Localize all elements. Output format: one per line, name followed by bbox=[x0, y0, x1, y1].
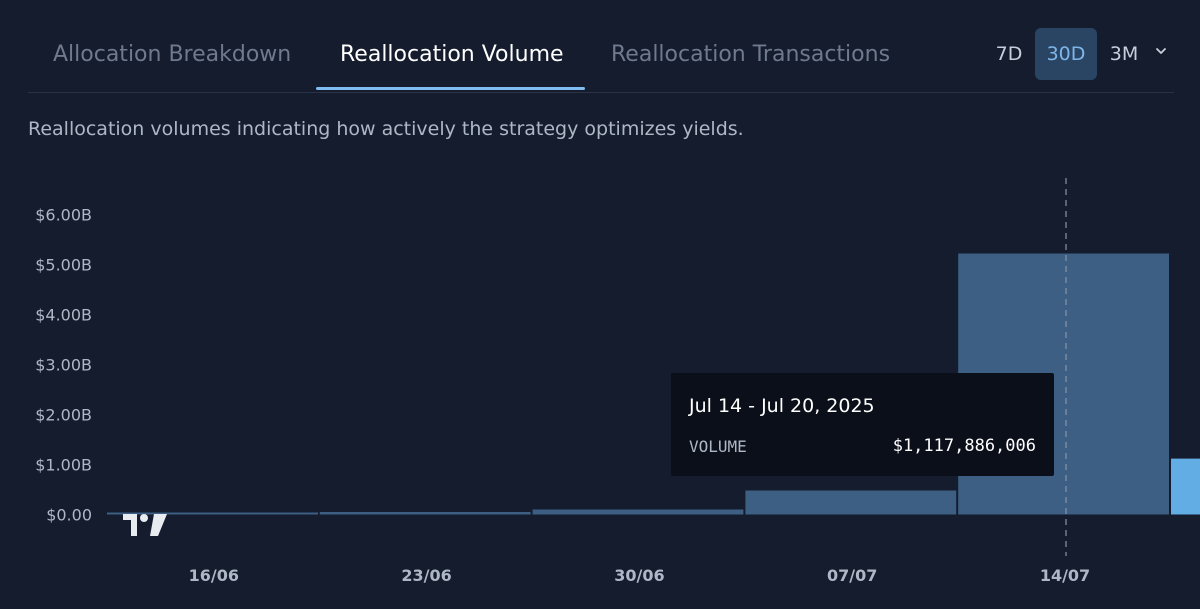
tooltip-volume-value: $1,117,886,006 bbox=[892, 436, 1036, 456]
tab-bar: Allocation Breakdown Reallocation Volume… bbox=[28, 28, 1174, 93]
y-tick-label: $3.00B bbox=[35, 356, 92, 375]
x-tick-label: 16/06 bbox=[189, 566, 239, 585]
y-tick-label: $5.00B bbox=[35, 256, 92, 275]
y-tick-label: $0.00 bbox=[46, 506, 92, 525]
tooltip-volume-label: VOLUME bbox=[689, 437, 747, 456]
tooltip-date-range: Jul 14 - Jul 20, 2025 bbox=[689, 395, 875, 417]
chart-tooltip: Jul 14 - Jul 20, 2025 VOLUME $1,117,886,… bbox=[671, 373, 1054, 476]
tradingview-logo bbox=[123, 514, 167, 536]
chart-description: Reallocation volumes indicating how acti… bbox=[28, 118, 744, 140]
y-tick-label: $2.00B bbox=[35, 406, 92, 425]
x-tick-label: 14/07 bbox=[1040, 566, 1090, 585]
bar-09-06[interactable] bbox=[107, 512, 318, 515]
x-tick-label: 07/07 bbox=[827, 566, 877, 585]
bar-23-06[interactable] bbox=[532, 509, 744, 515]
range-7d-button[interactable]: 7D bbox=[995, 43, 1023, 65]
y-tick-label: $1.00B bbox=[35, 456, 92, 475]
tab-allocation-breakdown[interactable]: Allocation Breakdown bbox=[53, 42, 292, 67]
x-tick-label: 30/06 bbox=[614, 566, 664, 585]
y-tick-label: $4.00B bbox=[35, 306, 92, 325]
bar-14-07[interactable] bbox=[1171, 458, 1200, 515]
y-tick-label: $6.00B bbox=[35, 206, 92, 225]
range-30d-button[interactable]: 30D bbox=[1035, 28, 1097, 80]
tab-reallocation-transactions[interactable]: Reallocation Transactions bbox=[611, 42, 891, 67]
tab-reallocation-volume[interactable]: Reallocation Volume bbox=[340, 42, 564, 67]
bar-30-06[interactable] bbox=[745, 490, 957, 515]
x-tick-label: 23/06 bbox=[401, 566, 451, 585]
bar-16-06[interactable] bbox=[319, 512, 531, 515]
active-tab-indicator bbox=[316, 87, 585, 90]
range-3m-button[interactable]: 3M bbox=[1109, 43, 1139, 65]
chevron-down-icon[interactable] bbox=[1154, 44, 1168, 58]
